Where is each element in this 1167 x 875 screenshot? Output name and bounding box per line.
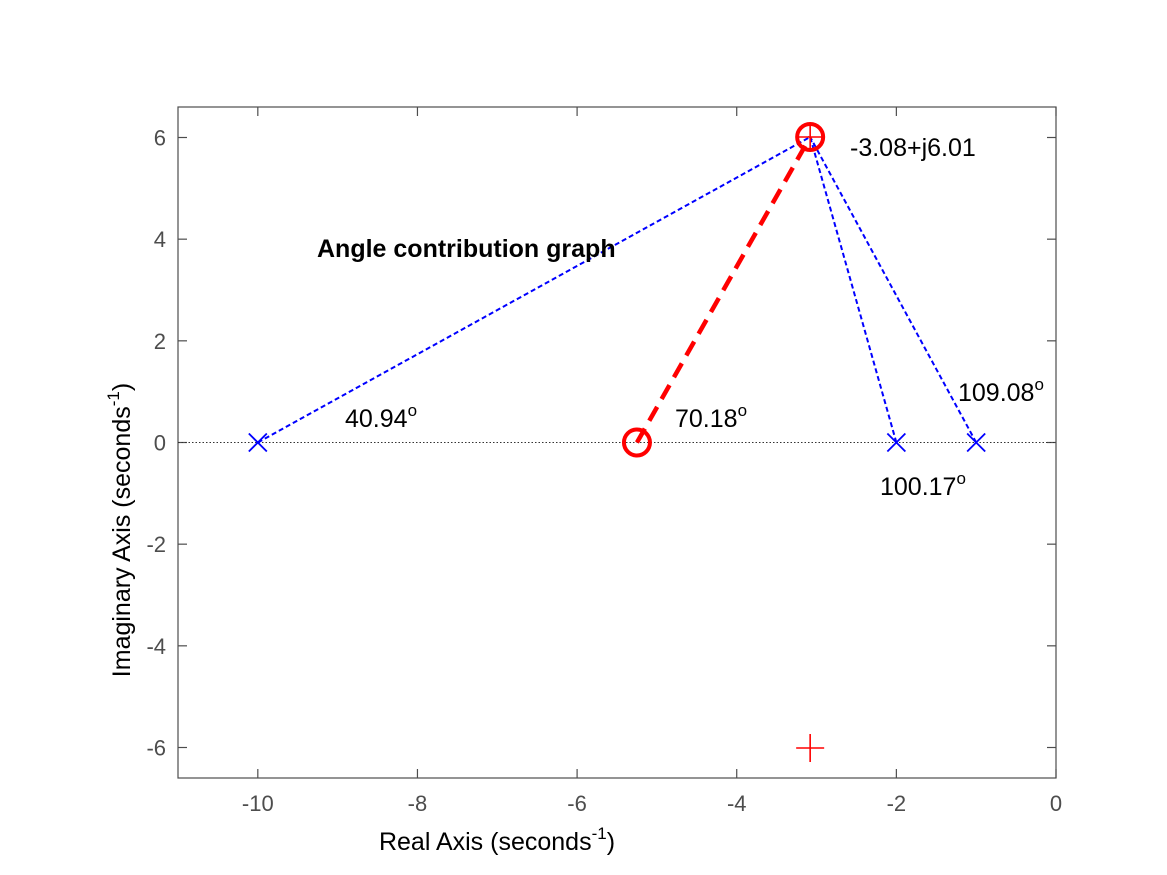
test-point-marker (795, 121, 826, 152)
y-axis-label: Imaginary Axis (seconds-1) (104, 383, 136, 677)
pole-vector (809, 136, 898, 443)
y-tick-label: -6 (146, 736, 166, 761)
pole-marker (886, 432, 907, 453)
annotation-point-label: -3.08+j6.01 (850, 134, 976, 162)
x-tick-label: -4 (727, 791, 747, 816)
x-tick-label: -2 (887, 791, 907, 816)
x-tick-label: -6 (567, 791, 587, 816)
annotation-angle-4: 109.08o (958, 375, 1044, 407)
zero-marker (621, 427, 652, 458)
y-tick-label: 6 (154, 126, 166, 151)
conjugate-point-marker (796, 734, 825, 763)
x-axis-label: Real Axis (seconds-1) (379, 824, 615, 856)
annotation-title: Angle contribution graph (317, 235, 616, 263)
pole-vector (809, 136, 978, 443)
pole-vector (257, 136, 811, 444)
tick-labels: -10 -8 -6 -4 -2 0 -6 -4 -2 0 2 4 6 (146, 126, 1062, 817)
zero-vector (634, 135, 813, 444)
y-tick-label: 2 (154, 329, 166, 354)
x-tick-label: -8 (408, 791, 428, 816)
pole-marker (248, 432, 268, 453)
annotation-angle-1: 40.94o (345, 401, 417, 433)
angle-vectors (257, 135, 978, 444)
pole-zero-markers (248, 121, 986, 763)
pole-marker (966, 432, 986, 453)
y-tick-label: -4 (146, 634, 166, 659)
y-tick-label: -2 (146, 532, 166, 557)
x-tick-label: 0 (1050, 791, 1062, 816)
annotation-angle-2: 70.18o (675, 401, 747, 433)
y-tick-label: 0 (154, 431, 166, 456)
x-tick-label: -10 (242, 791, 274, 816)
annotation-angle-3: 100.17o (880, 469, 966, 501)
y-tick-label: 4 (154, 227, 166, 252)
